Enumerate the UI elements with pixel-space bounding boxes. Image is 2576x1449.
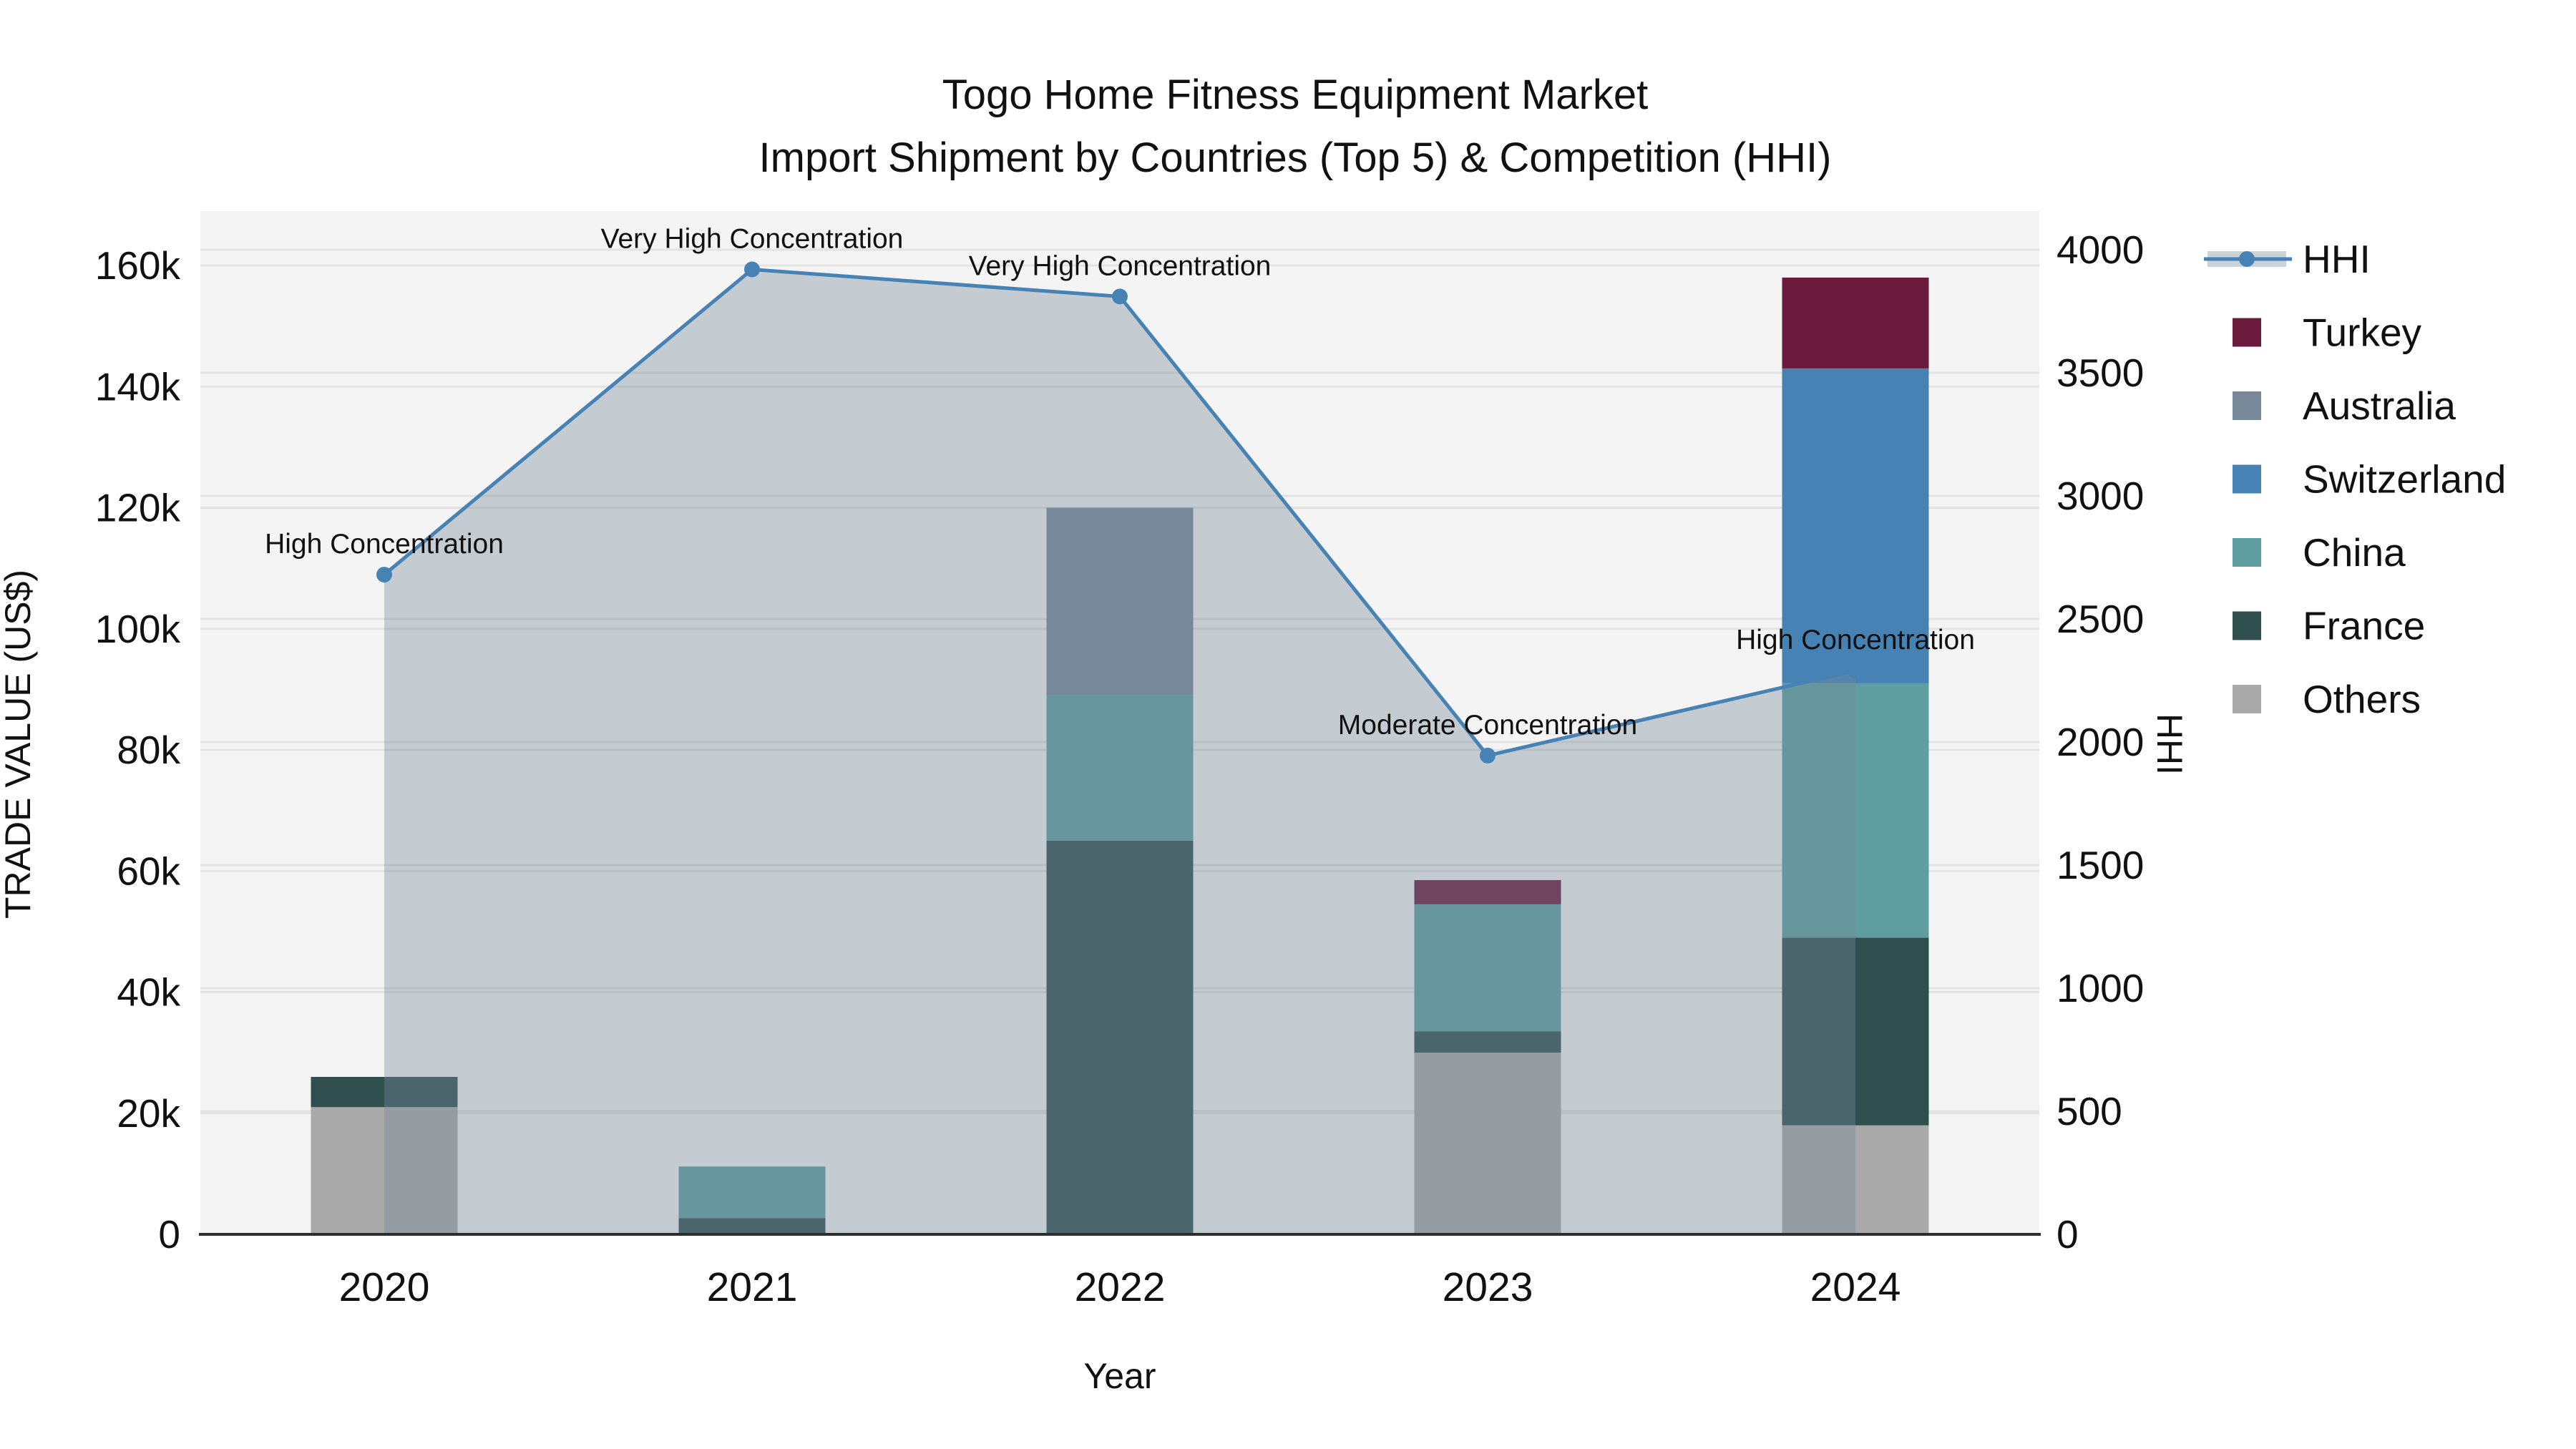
- hhi-area: [384, 269, 1855, 1234]
- bar-2023-china: [1414, 904, 1561, 1032]
- annotation-2020: High Concentration: [265, 529, 504, 560]
- left-tick-140k: 140k: [95, 364, 181, 409]
- chart-subtitle: Import Shipment by Countries (Top 5) & C…: [759, 135, 1832, 181]
- right-tick-3000: 3000: [2057, 474, 2144, 518]
- legend-item-china: China: [2233, 530, 2406, 575]
- right-tick-4000: 4000: [2057, 228, 2144, 272]
- legend-swatch-others: [2233, 685, 2261, 713]
- hhi-marker-2024: [1848, 663, 1863, 679]
- left-y-axis-title: TRADE VALUE (US$): [0, 570, 38, 919]
- right-tick-2000: 2000: [2057, 720, 2144, 764]
- bar-2022-china: [1046, 695, 1194, 841]
- bar-2022-france: [1046, 840, 1194, 1234]
- bar-2024-others: [1782, 1125, 1929, 1234]
- left-tick-80k: 80k: [117, 728, 180, 772]
- x-tick-2022: 2022: [1075, 1264, 1166, 1310]
- right-y-axis-title: HHI: [2150, 713, 2190, 775]
- bar-2021-china: [678, 1166, 826, 1219]
- bar-layer: [311, 277, 1929, 1234]
- hhi-marker-2021: [744, 261, 760, 278]
- legend-swatch-china: [2233, 538, 2261, 567]
- left-tick-labels: 0 20k 40k 60k 80k 100k 120k 140k 160k: [95, 243, 181, 1257]
- x-tick-2021: 2021: [707, 1264, 798, 1310]
- bar-2022-australia: [1046, 507, 1194, 696]
- right-tick-labels: 0 500 1000 1500 2000 2500 3000 3500 4000: [2057, 228, 2144, 1257]
- legend-hhi-marker: [2239, 251, 2255, 267]
- legend-item-australia: Australia: [2233, 384, 2456, 428]
- left-tick-120k: 120k: [95, 486, 181, 530]
- bar-2021-france: [678, 1218, 826, 1234]
- annotation-2022: Very High Concentration: [969, 250, 1272, 281]
- right-tick-1500: 1500: [2057, 843, 2144, 887]
- bar-2023-france: [1414, 1031, 1561, 1053]
- legend-label-australia: Australia: [2303, 384, 2456, 428]
- annotation-2023: Moderate Concentration: [1338, 710, 1637, 741]
- right-tick-1000: 1000: [2057, 966, 2144, 1010]
- annotation-2024: High Concentration: [1736, 625, 1975, 655]
- x-axis-title: Year: [1083, 1356, 1156, 1396]
- x-tick-2020: 2020: [339, 1264, 430, 1310]
- legend-item-switzerland: Switzerland: [2233, 457, 2506, 502]
- left-tick-40k: 40k: [117, 970, 180, 1015]
- legend-item-turkey: Turkey: [2233, 311, 2422, 355]
- left-tick-160k: 160k: [95, 243, 181, 288]
- bar-2023-turkey: [1414, 879, 1561, 904]
- bar-2020-france: [311, 1076, 458, 1108]
- hhi-area-fill: [384, 269, 1855, 1234]
- left-tick-0: 0: [158, 1212, 180, 1257]
- legend-item-france: France: [2233, 604, 2425, 648]
- right-tick-3500: 3500: [2057, 351, 2144, 395]
- bar-2024-switzerland: [1782, 368, 1929, 683]
- x-tick-2023: 2023: [1443, 1264, 1533, 1310]
- left-tick-100k: 100k: [95, 607, 181, 651]
- legend-label-china: China: [2303, 530, 2406, 575]
- hhi-line-layer: [376, 261, 1863, 763]
- legend-label-others: Others: [2303, 677, 2421, 721]
- right-tick-0: 0: [2057, 1212, 2079, 1257]
- hhi-marker-2023: [1480, 747, 1496, 763]
- legend-swatch-france: [2233, 611, 2261, 640]
- legend-item-hhi: HHI: [2204, 237, 2371, 281]
- legend-label-turkey: Turkey: [2303, 311, 2422, 355]
- annotation-layer: High Concentration Very High Concentratio…: [265, 224, 1975, 741]
- legend: HHI Turkey Australia Switzerland China France…: [2204, 237, 2506, 721]
- legend-label-hhi: HHI: [2303, 237, 2371, 281]
- legend-swatch-switzerland: [2233, 464, 2261, 494]
- legend-item-others: Others: [2233, 677, 2421, 721]
- x-tick-labels: 2020 2021 2022 2023 2024: [339, 1264, 1901, 1310]
- x-tick-2024: 2024: [1810, 1264, 1901, 1310]
- hhi-marker-2020: [376, 567, 392, 583]
- left-tick-20k: 20k: [117, 1091, 180, 1136]
- hhi-marker-2022: [1112, 288, 1128, 305]
- bar-2024-china: [1782, 683, 1929, 938]
- left-tick-60k: 60k: [117, 849, 180, 893]
- bar-2020-others: [311, 1107, 458, 1234]
- legend-swatch-turkey: [2233, 318, 2261, 347]
- annotation-2021: Very High Concentration: [601, 224, 904, 255]
- legend-label-switzerland: Switzerland: [2303, 457, 2506, 502]
- legend-label-france: France: [2303, 604, 2425, 648]
- bar-2024-turkey: [1782, 277, 1929, 369]
- right-tick-2500: 2500: [2057, 597, 2144, 641]
- right-tick-500: 500: [2057, 1089, 2122, 1133]
- chart-title: Togo Home Fitness Equipment Market: [942, 72, 1648, 118]
- bar-2023-others: [1414, 1053, 1561, 1234]
- legend-swatch-australia: [2233, 391, 2261, 420]
- bar-2024-france: [1782, 937, 1929, 1126]
